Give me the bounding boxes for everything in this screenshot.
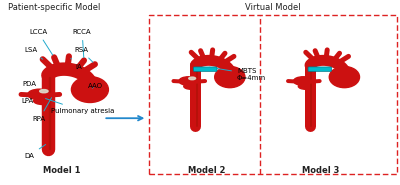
Text: Model 2: Model 2 — [188, 166, 225, 175]
Text: LCCA: LCCA — [29, 29, 53, 55]
FancyBboxPatch shape — [308, 67, 332, 71]
Text: Patient-specific Model: Patient-specific Model — [8, 3, 100, 11]
Text: RSA: RSA — [74, 47, 93, 62]
Ellipse shape — [189, 77, 196, 80]
Text: AAO: AAO — [88, 83, 103, 89]
Text: PDA: PDA — [22, 81, 41, 90]
Bar — [149, 15, 397, 174]
Text: DA: DA — [24, 144, 46, 159]
Ellipse shape — [179, 77, 198, 85]
Text: IA: IA — [71, 58, 82, 70]
Text: Model 1: Model 1 — [42, 166, 80, 175]
Text: Virtual Model: Virtual Model — [246, 3, 301, 11]
Text: Model 3: Model 3 — [302, 166, 340, 175]
Ellipse shape — [34, 97, 52, 105]
Text: RCCA: RCCA — [73, 29, 92, 58]
FancyBboxPatch shape — [194, 67, 217, 71]
Ellipse shape — [184, 83, 199, 89]
Ellipse shape — [28, 89, 51, 100]
Ellipse shape — [329, 66, 360, 88]
Text: MBTS
Φ=4mm: MBTS Φ=4mm — [209, 67, 266, 81]
Ellipse shape — [298, 83, 314, 89]
Ellipse shape — [72, 77, 108, 102]
Text: RPA: RPA — [33, 98, 52, 122]
Ellipse shape — [40, 90, 48, 93]
Ellipse shape — [215, 66, 245, 88]
Ellipse shape — [294, 77, 313, 85]
Text: Pulmonary atresia: Pulmonary atresia — [46, 99, 114, 114]
Text: LPA: LPA — [21, 98, 34, 104]
Text: LSA: LSA — [24, 47, 43, 59]
